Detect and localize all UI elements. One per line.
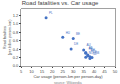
svg-text:FR: FR (89, 47, 94, 51)
svg-text:1.2: 1.2 (13, 13, 19, 18)
svg-text:20: 20 (50, 69, 55, 74)
svg-text:0.2: 0.2 (13, 55, 19, 60)
svg-text:PL: PL (49, 11, 53, 15)
svg-text:40: 40 (92, 69, 97, 74)
svg-text:35: 35 (81, 69, 86, 74)
svg-text:0.4: 0.4 (13, 47, 19, 52)
svg-text:1.0: 1.0 (13, 21, 19, 26)
svg-text:30: 30 (71, 69, 76, 74)
svg-text:25: 25 (61, 69, 66, 74)
svg-text:GB: GB (95, 51, 99, 55)
svg-text:Car usage (person-km per perso: Car usage (person-km per person-day) (33, 74, 103, 79)
svg-text:CH: CH (91, 48, 95, 52)
svg-text:0.6: 0.6 (13, 38, 19, 43)
svg-text:FI: FI (91, 49, 94, 53)
svg-text:NL: NL (93, 52, 97, 56)
svg-text:45: 45 (102, 69, 107, 74)
svg-text:0.0: 0.0 (13, 63, 19, 68)
svg-text:Road fatalities vs. Car usage: Road fatalities vs. Car usage (22, 0, 99, 6)
svg-text:10: 10 (29, 69, 34, 74)
svg-text:0.8: 0.8 (13, 30, 19, 35)
svg-text:50: 50 (113, 69, 118, 74)
svg-text:DE: DE (74, 42, 78, 46)
svg-text:AU: AU (87, 43, 91, 47)
svg-text:HU: HU (66, 31, 70, 35)
svg-text:SE: SE (93, 50, 97, 54)
svg-text:5: 5 (20, 69, 23, 74)
svg-text:BE: BE (76, 32, 80, 36)
svg-text:NO: NO (89, 51, 94, 55)
svg-text:15: 15 (40, 69, 45, 74)
svg-text:Road fatalities(per billion pe: Road fatalities(per billion person-km) (3, 20, 12, 56)
svg-text:source: Wikipedia: source: Wikipedia (54, 81, 82, 84)
svg-text:AT: AT (89, 46, 93, 50)
